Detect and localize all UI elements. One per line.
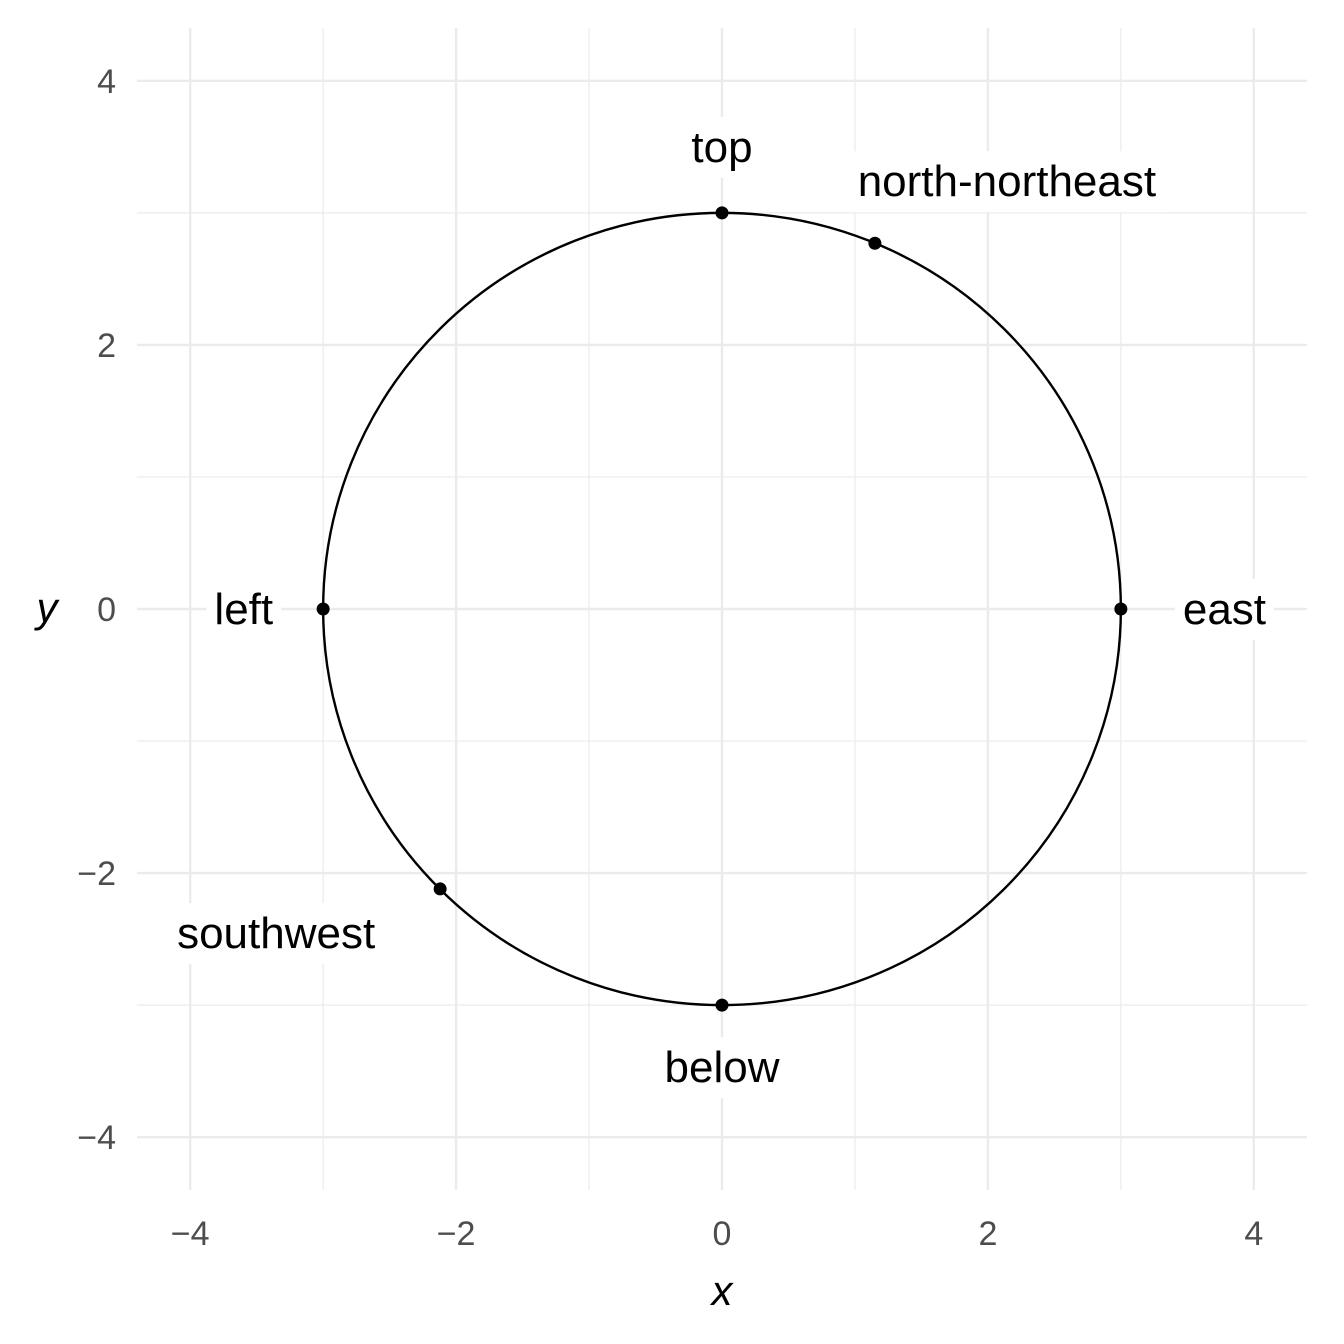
y-tick-label: 0 bbox=[97, 591, 116, 629]
y-axis-title: y bbox=[34, 584, 61, 631]
point-label: north-northeast bbox=[858, 157, 1156, 206]
point-label: east bbox=[1183, 585, 1266, 634]
x-tick-label: 4 bbox=[1244, 1215, 1263, 1253]
label-layer: top north-northeast east left southwest below bbox=[169, 116, 1275, 1099]
x-tick-label: 0 bbox=[713, 1215, 732, 1253]
point-label-background bbox=[849, 151, 1165, 213]
point-label: below bbox=[665, 1043, 780, 1092]
point-label: top bbox=[691, 123, 752, 172]
x-tick-labels: −4 −2 0 2 4 bbox=[171, 1215, 1263, 1253]
point-label: southwest bbox=[177, 909, 375, 958]
point-layer bbox=[316, 206, 1128, 1012]
y-tick-labels: −4 −2 0 2 4 bbox=[77, 63, 116, 1157]
point-label-background bbox=[683, 116, 761, 178]
data-point bbox=[715, 206, 729, 220]
data-point bbox=[715, 998, 729, 1012]
point-label-background bbox=[169, 902, 384, 964]
data-point bbox=[868, 236, 882, 250]
x-tick-label: 2 bbox=[978, 1215, 997, 1253]
data-point bbox=[1114, 602, 1128, 616]
y-tick-label: −2 bbox=[77, 855, 116, 893]
point-label-background bbox=[206, 579, 282, 640]
x-axis-title: x bbox=[710, 1267, 735, 1314]
data-point bbox=[433, 882, 447, 896]
y-tick-label: 4 bbox=[97, 63, 116, 101]
point-label: left bbox=[214, 585, 273, 634]
point-label-background bbox=[1174, 579, 1275, 640]
data-point bbox=[316, 602, 330, 616]
x-tick-label: −2 bbox=[437, 1215, 476, 1253]
y-tick-label: −4 bbox=[77, 1119, 116, 1157]
point-label-background bbox=[656, 1037, 788, 1099]
x-tick-label: −4 bbox=[171, 1215, 210, 1253]
y-tick-label: 2 bbox=[97, 327, 116, 365]
